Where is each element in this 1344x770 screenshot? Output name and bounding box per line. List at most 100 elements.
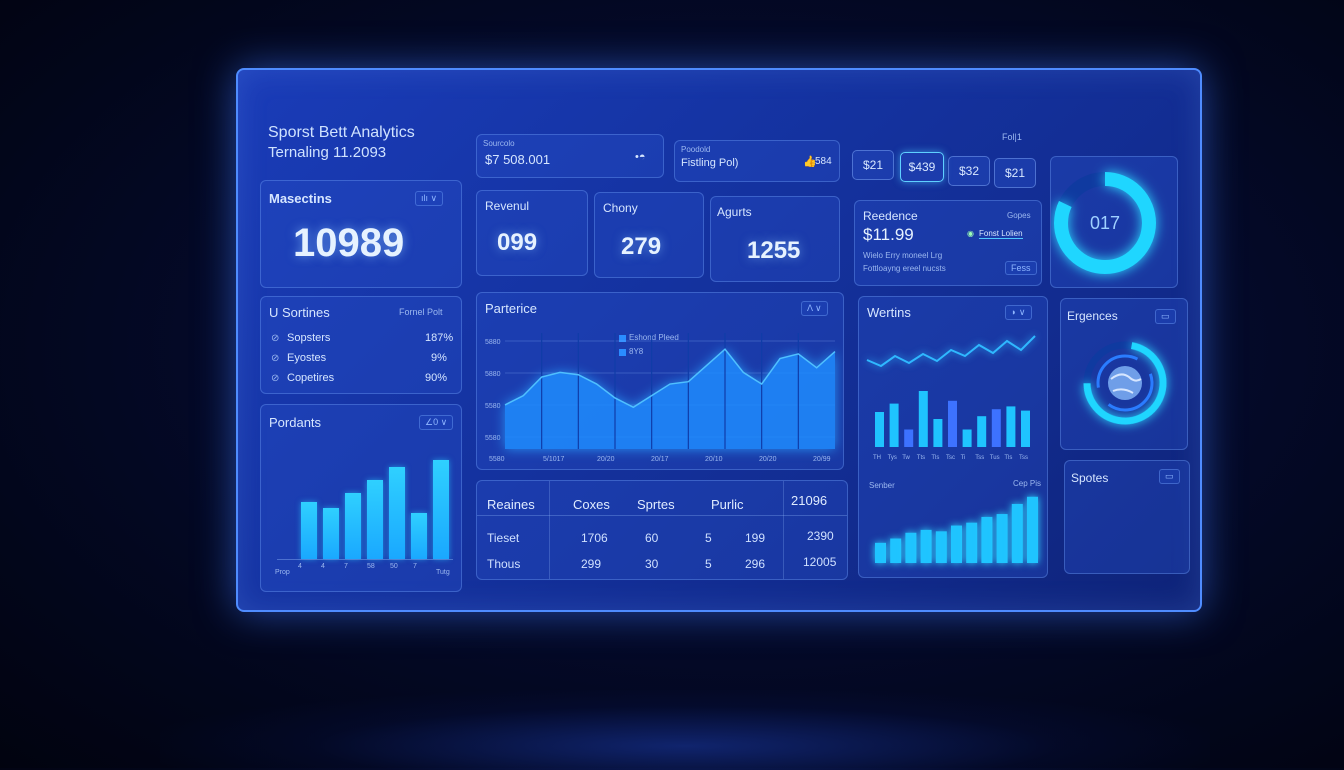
product-filter[interactable]: Poodold Fistling Pol) 👍 584 [674, 140, 840, 182]
table-divider [549, 481, 550, 579]
product-filter-label: Poodold [681, 145, 711, 154]
donut-panel: 017 [1050, 156, 1178, 288]
table-header: Sprtes [637, 497, 675, 512]
legend-swatch [619, 335, 626, 342]
parterice-area-chart: 5880 5880 5580 5580 5580 5/1017 20/20 20/17 20/1… [485, 333, 836, 463]
source-filter[interactable]: Sourcolo $7 508.001 •◓ [476, 134, 664, 178]
reedence-link[interactable]: Fonst Lolien [979, 229, 1023, 239]
table-cell: 2390 [807, 529, 834, 543]
sortines-row-value: 187% [425, 332, 454, 344]
wertins-bar [1021, 410, 1030, 447]
kpi-chony: Chony 279 [594, 192, 704, 278]
pordants-tick-label: 7 [344, 563, 348, 570]
reedence-label: Reedence [863, 209, 918, 223]
wertins-bar [904, 429, 914, 447]
wertins-bar [962, 429, 972, 447]
check-icon: ⊘ [271, 333, 280, 344]
table-header: Reaines [487, 497, 535, 512]
parterice-y-label: 5580 [485, 435, 501, 442]
reedence-line1: Wielo Erry moneel Lrg [863, 251, 943, 260]
wertins-tick-label: Tls [1004, 455, 1012, 461]
wertins-bottom-bar [981, 516, 993, 563]
wertins-tick-label: Tw [902, 455, 910, 461]
chip-2-active[interactable]: $439 [900, 152, 944, 182]
donut-value: 017 [1090, 213, 1120, 233]
floor-reflection [160, 690, 1210, 770]
chip-1[interactable]: $21 [852, 150, 894, 180]
expences-panel: Ergences ▭ [1060, 298, 1188, 450]
table-cell: 1706 [581, 531, 608, 545]
check-icon: ⊘ [271, 373, 280, 384]
wertins-bottom-bar [890, 538, 902, 563]
expences-menu[interactable]: ▭ [1155, 309, 1176, 324]
wertins-bottom-bar [1011, 503, 1023, 563]
table-cell: Thous [487, 557, 521, 571]
reedence-tag[interactable]: Fess [1005, 261, 1037, 275]
product-filter-value: Fistling Pol) [681, 157, 739, 169]
sortines-title: U Sortines [269, 305, 330, 320]
pordants-tick-label: Tutg [436, 569, 450, 576]
kpi-masectins-value: 10989 [293, 221, 405, 265]
wertins-tick-label: Tts [917, 455, 925, 461]
legend-swatch [619, 349, 626, 356]
table-cell: 299 [581, 557, 602, 571]
reedence-corner: Gopes [1007, 211, 1031, 220]
pordants-bar [411, 512, 427, 559]
table-cell: 30 [645, 557, 659, 571]
parterice-x-label: 5/1017 [543, 456, 565, 463]
wertins-bar [889, 403, 899, 447]
spotes-title: Spotes [1071, 471, 1109, 485]
sortines-panel: U Sortines Fornel Polt ⊘ Sopsters 187% ⊘… [260, 296, 462, 394]
donut-chart: 017 [1054, 172, 1156, 274]
wertins-title: Wertins [867, 305, 911, 320]
wertins-tick-label: Tus [990, 455, 1000, 461]
pordants-bar [433, 460, 449, 559]
chip-3[interactable]: $32 [948, 156, 990, 186]
kpi-chony-value: 279 [621, 233, 662, 260]
kpi-masectins-badge[interactable]: ılı ∨ [415, 191, 444, 206]
sortines-row-value: 9% [431, 352, 447, 364]
wertins-badge[interactable]: ◗ ∨ [1005, 305, 1032, 320]
legend-item: 8Y8 [629, 347, 644, 356]
table-header: Purlic [711, 497, 744, 512]
wertins-bar [977, 416, 987, 447]
chip-4[interactable]: $21 [994, 158, 1036, 188]
pordants-tick-label: 4 [298, 563, 302, 570]
wertins-bar [991, 409, 1001, 447]
parterice-line [504, 348, 836, 409]
spotes-menu[interactable]: ▭ [1159, 469, 1180, 484]
table-header: 21096 [791, 493, 828, 508]
pordants-badge[interactable]: ∠0 ∨ [419, 415, 454, 430]
wertins-tick-label: Tss [1019, 455, 1028, 461]
wertins-tick-label: Tsc [946, 455, 955, 461]
wertins-charts: TH Tys Tw Tts Tls Tsc Ti Tss Tus Tls Tss [866, 335, 1038, 563]
parterice-area [505, 349, 835, 449]
pordants-tick-label: 4 [321, 563, 325, 570]
kpi-revenul-label: Revenul [485, 199, 530, 213]
wertins-bottom-bar [875, 542, 886, 563]
pordants-panel: Pordants ∠0 ∨ Prop 4 4 7 58 50 7 Tutg [260, 404, 462, 592]
pordants-tick-label: 50 [390, 563, 398, 570]
pordants-bar [367, 479, 383, 559]
pordants-bar [323, 508, 339, 559]
corner-label: Fol|1 [1002, 132, 1022, 142]
kpi-chony-label: Chony [603, 201, 638, 215]
parterice-x-label: 20/99 [813, 456, 831, 463]
pordants-title: Pordants [269, 415, 322, 430]
reedence-line2: Fottloayng ereel nucsts [863, 264, 946, 273]
table-cell: 12005 [803, 555, 837, 569]
status-dot-icon: ◉ [967, 229, 974, 238]
table-cell: 199 [745, 531, 766, 545]
parterice-y-label: 5580 [485, 403, 501, 410]
wertins-bottom-bar [920, 529, 932, 563]
sortines-row-label: Sopsters [287, 332, 331, 344]
parterice-x-label: 20/17 [651, 456, 669, 463]
table-cell: 60 [645, 531, 659, 545]
parterice-y-label: 5880 [485, 371, 501, 378]
kpi-revenul-value: 099 [497, 229, 538, 256]
wertins-bar [1006, 406, 1016, 447]
app-title: Sporst Bett Analytics [268, 124, 415, 141]
sortines-col: Fornel Polt [399, 307, 443, 317]
parterice-badge[interactable]: Λ ∨ [801, 301, 828, 316]
wertins-line [866, 335, 1036, 368]
